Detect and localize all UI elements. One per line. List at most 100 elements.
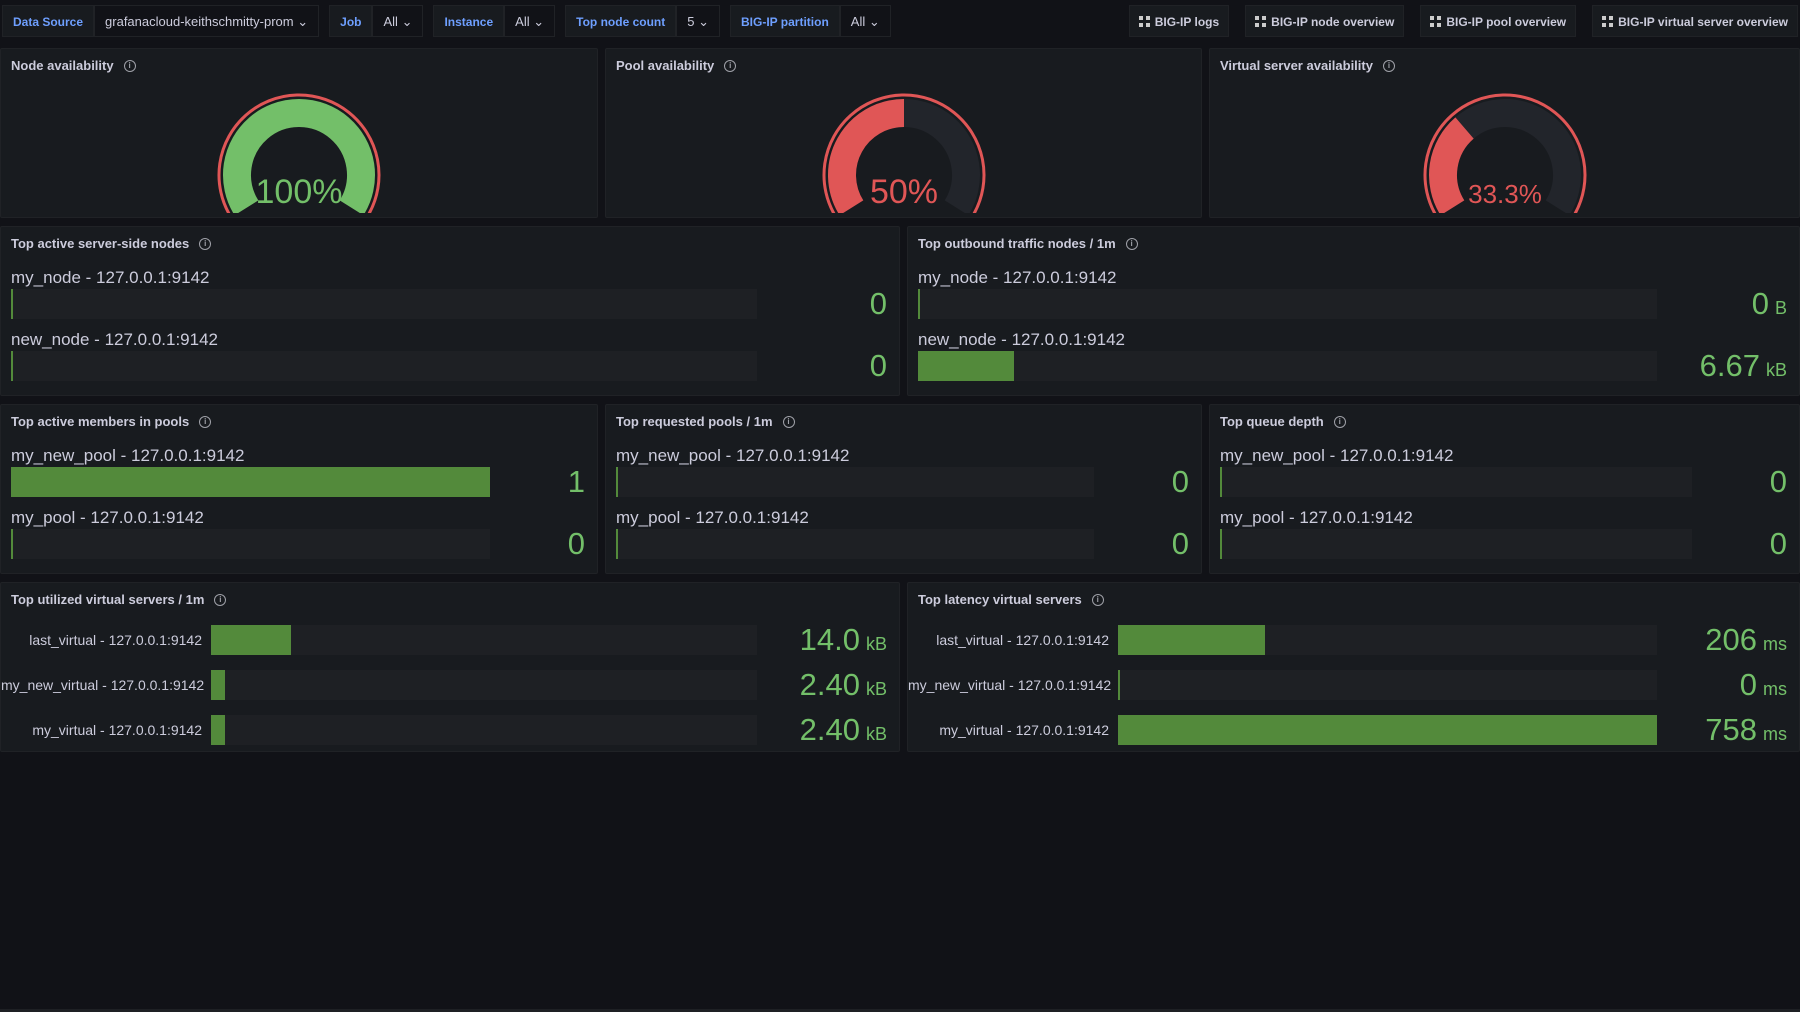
bar-list: last_virtual - 127.0.0.1:9142 206 ms my_new… [908,622,1787,758]
bar-label: new_node - 127.0.0.1:9142 [918,330,1126,349]
value-number: 0 [1769,464,1787,499]
var-label: Top node count [565,5,677,37]
panel-title: Top queue depth i [1220,414,1346,429]
bar-line: 0 [11,526,585,561]
select-value: grafanacloud-keithschmitty-prom [105,14,294,29]
value-number: 0 [869,286,887,321]
info-icon[interactable]: i [782,415,795,428]
var-instance[interactable]: Instance All ⌄ [433,5,556,37]
bar-fill [11,289,13,319]
footer-line [0,1009,1800,1012]
bar-track [11,351,757,381]
gauge-panel: Virtual server availability i 33.3% [1209,48,1800,218]
panel-title-text: Virtual server availability [1220,58,1373,73]
bar-track [918,289,1657,319]
info-icon[interactable]: i [214,593,227,606]
chevron-down-icon: ⌄ [533,14,545,29]
bar-value: 0 [1692,464,1787,500]
gauge-fill [1428,117,1474,213]
link-label: BIG-IP pool overview [1446,15,1567,29]
info-icon[interactable]: i [123,59,136,72]
bar-label: my_node - 127.0.0.1:9142 [11,268,210,287]
bar-value: 0 [1692,526,1787,562]
value-number: 2.40 [799,712,860,747]
dashboard-icon [1138,16,1150,27]
var-data-source[interactable]: Data Source grafanacloud-keithschmitty-pr… [2,5,320,37]
bar-track [1118,715,1657,745]
var-partition[interactable]: BIG-IP partition All ⌄ [730,5,891,37]
info-icon[interactable]: i [1125,237,1138,250]
link-pool-overview[interactable]: BIG-IP pool overview [1420,5,1577,37]
info-icon[interactable]: i [1091,593,1104,606]
gauge-value: 100% [256,173,343,211]
bar-row: my_node - 127.0.0.1:9142 0 [11,267,887,321]
bar-label: my_new_pool - 127.0.0.1:9142 [616,446,850,465]
bar-fill [1118,625,1265,655]
value-number: 0 [1769,526,1787,561]
value-unit: kB [865,634,887,654]
panel-title: Virtual server availability i [1220,58,1395,73]
select-value: 5 [687,14,695,29]
top-node-count-select[interactable]: 5 ⌄ [676,5,720,37]
bar-track [211,715,757,745]
bar-list: last_virtual - 127.0.0.1:9142 14.0 kB my_ne… [1,622,887,758]
value-number: 0 [869,348,887,383]
gauge: 33.3% [1423,93,1586,213]
gauge-fill [223,99,375,213]
value-number: 6.67 [1699,348,1760,383]
link-label: BIG-IP virtual server overview [1618,15,1788,29]
bar-value: 1 [490,464,585,500]
job-select[interactable]: All ⌄ [372,5,424,37]
panel-title-text: Top active members in pools [11,414,190,429]
panel-title-text: Top utilized virtual servers / 1m [11,592,205,607]
bar-track [11,289,757,319]
value-number: 1 [567,464,585,499]
gauge-value: 50% [869,173,937,211]
bar-row: new_node - 127.0.0.1:9142 6.67 kB [918,329,1787,384]
dashboard-icon [1602,16,1614,27]
bar-track [211,625,757,655]
bar-value: 6.67 kB [1657,348,1787,384]
threshold-arc [217,93,381,213]
partition-select[interactable]: All ⌄ [839,5,891,37]
dashboard-icon [1255,16,1267,27]
panel-title-text: Top queue depth [1220,414,1324,429]
bar-gauge-panel: Top active server-side nodes i my_node - 1… [0,226,900,396]
info-icon[interactable]: i [199,415,212,428]
bar-label: my_new_pool - 127.0.0.1:9142 [11,446,245,465]
bar-gauge-panel: Top requested pools / 1m i my_new_pool - 1… [605,404,1202,574]
var-top-node-count[interactable]: Top node count 5 ⌄ [565,5,720,37]
bar-row: my_new_virtual - 127.0.0.1:9142 0 ms [908,667,1787,702]
info-icon[interactable]: i [199,237,212,250]
instance-select[interactable]: All ⌄ [504,5,556,37]
bar-line: 0 [11,348,887,383]
bar-fill [211,715,225,745]
dashboard-icon [1430,16,1442,27]
link-node-overview[interactable]: BIG-IP node overview [1245,5,1405,37]
link-bigip-logs[interactable]: BIG-IP logs [1128,5,1230,37]
info-icon[interactable]: i [1333,415,1346,428]
data-source-select[interactable]: grafanacloud-keithschmitty-prom ⌄ [94,5,320,37]
value-number: 0 [567,526,585,561]
panel-title-text: Pool availability [616,58,715,73]
panel-title-text: Top outbound traffic nodes / 1m [918,236,1116,251]
var-job[interactable]: Job All ⌄ [329,5,424,37]
info-icon[interactable]: i [1382,59,1395,72]
bar-track [1220,529,1692,559]
gauge-fill [827,99,905,213]
bar-label: my_new_virtual - 127.0.0.1:9142 [1,677,205,693]
bar-fill [11,529,13,559]
bar-line: 0 [616,526,1189,561]
bar-fill [616,529,618,559]
bar-track [11,467,490,497]
bar-value: 14.0 kB [757,622,887,658]
info-icon[interactable]: i [724,59,737,72]
variables-bar: Data Source grafanacloud-keithschmitty-pr… [0,0,1800,42]
link-virtual-server-overview[interactable]: BIG-IP virtual server overview [1592,5,1798,37]
var-label: Job [329,5,373,37]
bar-line: 0 [11,286,887,321]
bar-fill [1118,670,1120,700]
bar-value: 2.40 kB [757,667,887,703]
bar-track [1118,670,1657,700]
